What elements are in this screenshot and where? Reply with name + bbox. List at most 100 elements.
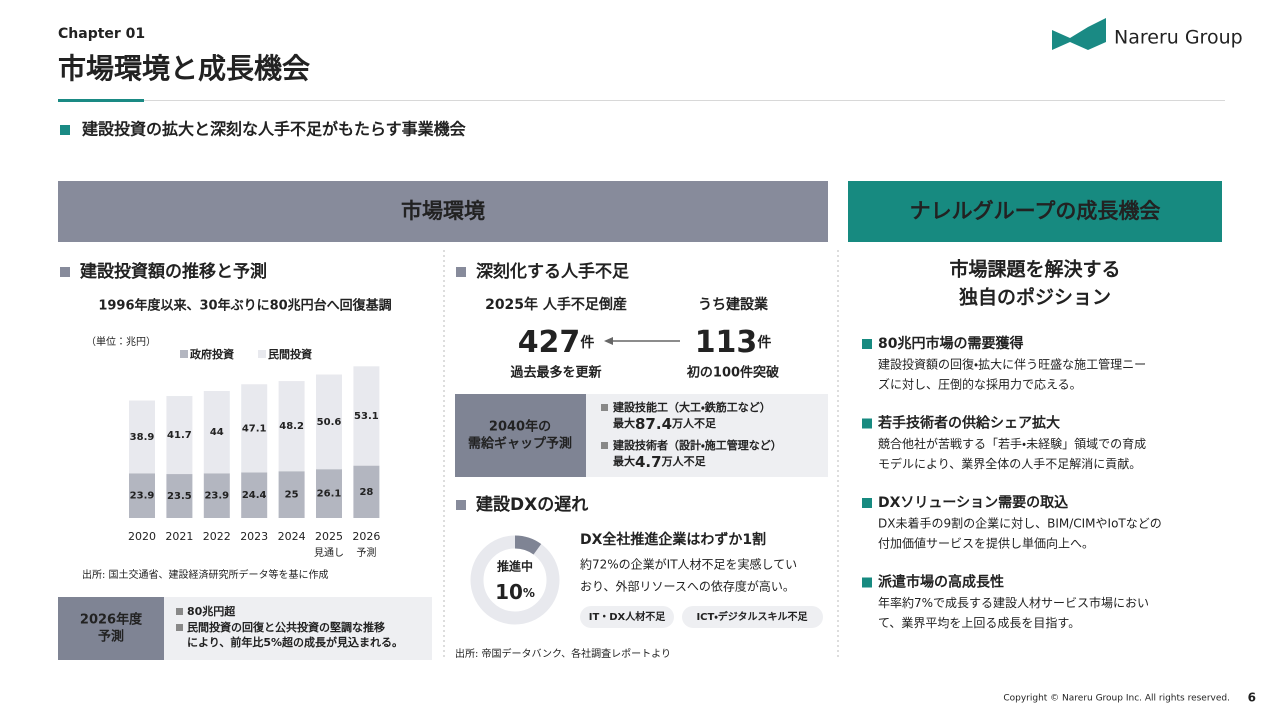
- donut-unit: %: [523, 586, 535, 600]
- section-header: ナレルグループの成長機会: [910, 199, 1162, 223]
- data-label: 53.1: [354, 411, 379, 422]
- bar-segment: [278, 381, 305, 472]
- stat-label: うち建設業: [698, 296, 769, 313]
- section-heading: 建設DXの遅れ: [475, 495, 588, 515]
- data-label: 47.1: [242, 423, 267, 434]
- data-label: 25: [285, 490, 299, 501]
- growth-item-body: て、業界平均を上回る成長を目指す。: [878, 615, 1080, 630]
- growth-item-title: 80兆円市場の需要獲得: [878, 335, 1023, 352]
- box-item: により、前年比5%超の成長が見込まれる。: [187, 635, 403, 649]
- legend-label: 政府投資: [190, 347, 234, 361]
- gap-item-title: 建設技術者（設計・施工管理など）: [612, 438, 782, 452]
- x-tick-label: 2022: [203, 530, 231, 543]
- legend-swatch: [180, 350, 188, 358]
- copyright: Copyright © Nareru Group Inc. All rights…: [1003, 694, 1230, 704]
- stat-unit: 件: [580, 334, 594, 351]
- growth-item-body: モデルにより、業界全体の人手不足解消に貢献。: [878, 456, 1141, 471]
- bullet: [456, 500, 466, 510]
- section-heading: 建設投資額の推移と予測: [79, 261, 267, 282]
- x-tick-label: 2026: [352, 530, 380, 543]
- bullet: [456, 267, 466, 277]
- x-tick-note: 予測: [356, 546, 376, 559]
- growth-item-title: 若手技術者の供給シェア拡大: [877, 415, 1060, 432]
- bar-segment: [316, 469, 342, 518]
- data-label: 23.9: [204, 491, 229, 502]
- x-tick-label: 2024: [278, 530, 306, 543]
- legend-label: 民間投資: [268, 347, 312, 361]
- box-label: 2040年の: [489, 419, 551, 435]
- bar-segment: [129, 400, 155, 474]
- stat-label: 2025年 人手不足倒産: [485, 296, 627, 313]
- dx-title: DX全社推進企業はわずか1割: [580, 531, 766, 548]
- source: 出所: 帝国データバンク、各社調査レポートより: [455, 647, 671, 660]
- section-header: 市場環境: [401, 199, 485, 223]
- gap-label-box: [455, 394, 586, 477]
- stat-note: 初の100件突破: [686, 365, 779, 381]
- lead: 建設投資の拡大と深刻な人手不足がもたらす事業機会: [81, 120, 467, 139]
- section-heading: 深刻化する人手不足: [476, 261, 629, 282]
- box-item: 80兆円超: [187, 604, 236, 618]
- bar-segment: [203, 390, 230, 474]
- forecast-label-box: [58, 597, 164, 660]
- gap-prefix: 最大: [613, 416, 635, 430]
- data-label: 24.4: [242, 490, 267, 501]
- stat-note: 過去最多を更新: [510, 365, 601, 381]
- growth-item-body: 年率約7%で成長する建設人材サービス市場におい: [878, 595, 1149, 610]
- bar-segment: [241, 384, 268, 473]
- title-rule: [144, 100, 1225, 101]
- growth-item-body: DX未着手の9割の企業に対し、BIM/CIMやIoTなどの: [878, 516, 1162, 531]
- gap-suffix: 万人不足: [661, 455, 707, 468]
- bar-segment: [166, 396, 193, 475]
- data-label: 23.9: [130, 491, 155, 502]
- bar-segment: [203, 473, 230, 518]
- gap-item-title: 建設技能工（大工・鉄筋工など）: [612, 400, 771, 414]
- bullet: [176, 608, 183, 615]
- bullet: [862, 498, 872, 508]
- tag-pill: [580, 606, 674, 628]
- data-label: 48.2: [279, 421, 304, 432]
- gap-number: 87.4: [635, 415, 672, 433]
- data-label: 26.1: [317, 489, 342, 500]
- title-accent: [58, 99, 144, 102]
- dx-body: 約72%の企業がIT人材不足を実感してい: [580, 557, 797, 572]
- gap-prefix: 最大: [613, 454, 635, 468]
- donut-number: 10: [495, 580, 523, 604]
- growth-item-title: 派遣市場の高成長性: [878, 574, 1004, 591]
- gap-suffix: 万人不足: [671, 417, 717, 430]
- bullet: [176, 624, 183, 631]
- dx-body: おり、外部リソースへの依存度が高い。: [580, 579, 795, 594]
- growth-item-body: 競合他社が苦戦する「若手・未経験」領域での育成: [878, 436, 1146, 451]
- tag: ICT・デジタルスキル不足: [696, 610, 808, 623]
- gap-item-value: 最大4.7万人不足: [613, 453, 707, 471]
- data-label: 28: [359, 487, 373, 498]
- bar-segment: [316, 374, 342, 470]
- x-tick-label: 2021: [165, 530, 193, 543]
- box-label: 需給ギャップ予測: [468, 436, 572, 452]
- bullet: [862, 339, 872, 349]
- data-label: 38.9: [130, 432, 155, 443]
- tag-pill: [682, 606, 823, 628]
- growth-item-body: ズに対し、圧倒的な採用力で応える。: [878, 377, 1082, 392]
- bullet: [601, 442, 608, 449]
- donut-arc: [470, 535, 560, 625]
- growth-item-body: 付加価値サービスを提供し単価向上へ。: [878, 536, 1094, 551]
- data-label: 23.5: [167, 491, 192, 502]
- bar-segment: [353, 366, 380, 466]
- bar-segment: [166, 474, 193, 518]
- x-tick-label: 2025: [315, 530, 343, 543]
- source: 出所: 国土交通省、建設経済研究所データ等を基に作成: [82, 568, 329, 581]
- tag: IT・DX人材不足: [589, 610, 667, 623]
- x-tick-label: 2020: [128, 530, 156, 543]
- gap-item-value: 最大87.4万人不足: [613, 415, 717, 433]
- legend-swatch: [258, 350, 266, 358]
- growth-subtitle: 独自のポジション: [959, 286, 1111, 309]
- stat-unit: 件: [757, 334, 771, 351]
- page-number: 6: [1248, 691, 1256, 705]
- arrow-head: [604, 337, 613, 345]
- stat-number: 113: [695, 325, 758, 360]
- data-label: 50.6: [317, 417, 342, 428]
- bar-segment: [241, 472, 268, 518]
- growth-header: [848, 181, 1222, 242]
